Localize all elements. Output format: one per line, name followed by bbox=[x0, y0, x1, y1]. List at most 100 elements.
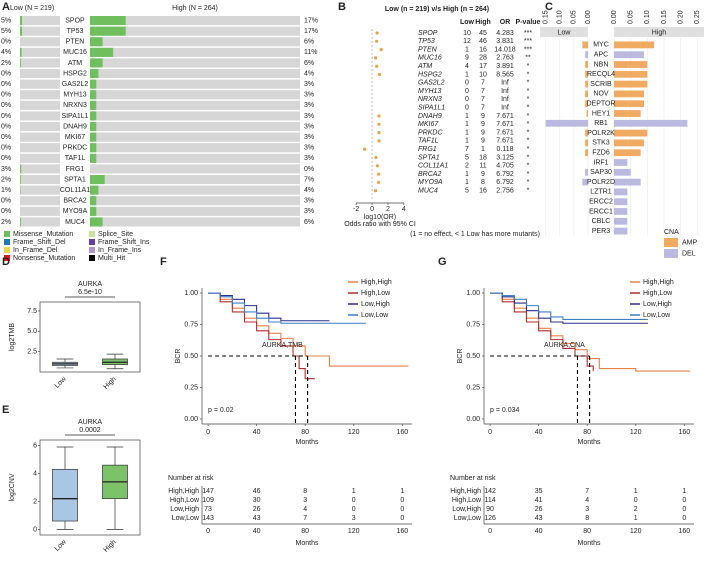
gene-label: HSPG2 bbox=[63, 70, 87, 77]
risk-count: 26 bbox=[535, 506, 543, 513]
y-tick-label: 4 bbox=[33, 470, 37, 477]
percent-label: 0% bbox=[1, 39, 11, 46]
mutation-band bbox=[90, 111, 97, 121]
risk-count: 8 bbox=[303, 488, 307, 495]
risk-count: 90 bbox=[486, 506, 494, 513]
percent-label: 0% bbox=[1, 123, 11, 130]
gene-label: SPOP bbox=[418, 30, 438, 37]
gene-label: MYH13 bbox=[418, 88, 441, 95]
row-background bbox=[90, 37, 300, 47]
risk-count: 3 bbox=[303, 497, 307, 504]
gene-label: COL11A1 bbox=[418, 163, 448, 170]
gene-label: FRG1 bbox=[66, 166, 85, 173]
table-cell: 1 bbox=[465, 71, 469, 78]
y-tick-label: 0.00 bbox=[184, 416, 198, 423]
panel-label: F bbox=[160, 256, 167, 268]
gene-label: PTEN bbox=[66, 39, 85, 46]
risk-count: 0 bbox=[682, 515, 686, 522]
legend-swatch bbox=[664, 249, 678, 258]
mutation-band bbox=[90, 90, 97, 100]
risk-count: 7 bbox=[585, 488, 589, 495]
risk-count: 126 bbox=[484, 515, 496, 522]
box bbox=[52, 468, 78, 522]
bar bbox=[614, 110, 641, 117]
row-background bbox=[90, 100, 300, 110]
percent-label: 3% bbox=[1, 166, 11, 173]
survival-curve bbox=[208, 292, 330, 322]
mutation-band bbox=[90, 69, 99, 79]
risk-row-label: High,Low bbox=[170, 497, 200, 504]
bar bbox=[614, 227, 628, 235]
x-tick-label: 0.00 bbox=[611, 10, 618, 24]
x-tick-label: High bbox=[103, 539, 118, 554]
column-header: Low bbox=[460, 19, 475, 26]
forest-title: Low (n = 219) v/s High (n = 264) bbox=[385, 6, 489, 13]
x-tick-label: 0.25 bbox=[694, 10, 701, 24]
row-background bbox=[90, 26, 300, 36]
percent-label: 0% bbox=[1, 155, 11, 162]
legend-label: High,Low bbox=[361, 290, 391, 297]
gene-label: MUC4 bbox=[65, 219, 85, 226]
table-cell: 7.671 bbox=[496, 113, 514, 120]
row-background bbox=[20, 69, 60, 79]
bar bbox=[582, 178, 588, 186]
table-cell: 18 bbox=[479, 154, 487, 161]
row-background bbox=[90, 47, 300, 57]
risk-count: 4 bbox=[303, 506, 307, 513]
mutation-band bbox=[90, 16, 126, 26]
table-cell: 12 bbox=[463, 38, 471, 45]
risk-x-tick-label: 120 bbox=[348, 528, 360, 535]
mutation-band bbox=[20, 16, 22, 26]
percent-label: 4% bbox=[304, 70, 314, 77]
gene-label: SIPA1L1 bbox=[61, 113, 88, 120]
table-cell: * bbox=[527, 121, 530, 128]
gene-label: PER3 bbox=[592, 228, 610, 235]
column-header: OR bbox=[500, 19, 511, 26]
table-cell: 9 bbox=[481, 138, 485, 145]
bar bbox=[614, 70, 648, 78]
table-cell: 8.565 bbox=[496, 71, 514, 78]
table-cell: * bbox=[527, 105, 530, 112]
y-label: log2TMB bbox=[9, 323, 16, 351]
x-tick-label: 0.15 bbox=[661, 10, 668, 24]
x-tick-label: 120 bbox=[348, 429, 360, 436]
risk-count: 142 bbox=[484, 488, 496, 495]
risk-row-label: Low,Low bbox=[172, 515, 200, 522]
mutation-band bbox=[90, 79, 97, 89]
y-label: log2CNV bbox=[9, 473, 16, 501]
gene-label: RECQL4 bbox=[587, 71, 615, 78]
bar bbox=[614, 51, 644, 59]
table-cell: Inf bbox=[501, 105, 509, 112]
survival-curve bbox=[208, 292, 315, 380]
legend-label: Nonsense_Mutation bbox=[13, 255, 75, 262]
percent-label: 3% bbox=[304, 155, 314, 162]
legend-label: AMP bbox=[682, 239, 698, 246]
risk-count: 8 bbox=[585, 515, 589, 522]
row-background bbox=[90, 69, 300, 79]
row-background bbox=[90, 164, 300, 174]
percent-label: 0% bbox=[1, 81, 11, 88]
legend-swatch bbox=[89, 239, 95, 245]
percent-label: 2% bbox=[1, 60, 11, 67]
risk-count: 1 bbox=[634, 488, 638, 495]
bar bbox=[614, 178, 641, 186]
mutation-band bbox=[90, 26, 126, 36]
gene-label: MUC4 bbox=[418, 188, 438, 195]
gene-label: SCRIB bbox=[590, 81, 612, 88]
row-background bbox=[20, 185, 60, 195]
table-cell: * bbox=[527, 129, 530, 136]
gene-label: STK3 bbox=[592, 140, 610, 147]
table-cell: 5 bbox=[465, 188, 469, 195]
gene-label: TP53 bbox=[67, 28, 84, 35]
annotation: AURKA,TMB bbox=[262, 342, 303, 349]
risk-x-tick-label: 160 bbox=[396, 528, 408, 535]
table-cell: 3.125 bbox=[496, 154, 514, 161]
y-label: BCR bbox=[457, 349, 464, 364]
gene-label: ERCC1 bbox=[589, 208, 613, 215]
legend-label: Frame_Shift_Del bbox=[13, 239, 66, 246]
table-cell: 7 bbox=[481, 80, 485, 87]
legend-swatch bbox=[664, 238, 678, 247]
legend-label: In_Frame_Ins bbox=[98, 247, 142, 254]
gene-label: MYH13 bbox=[63, 92, 86, 99]
